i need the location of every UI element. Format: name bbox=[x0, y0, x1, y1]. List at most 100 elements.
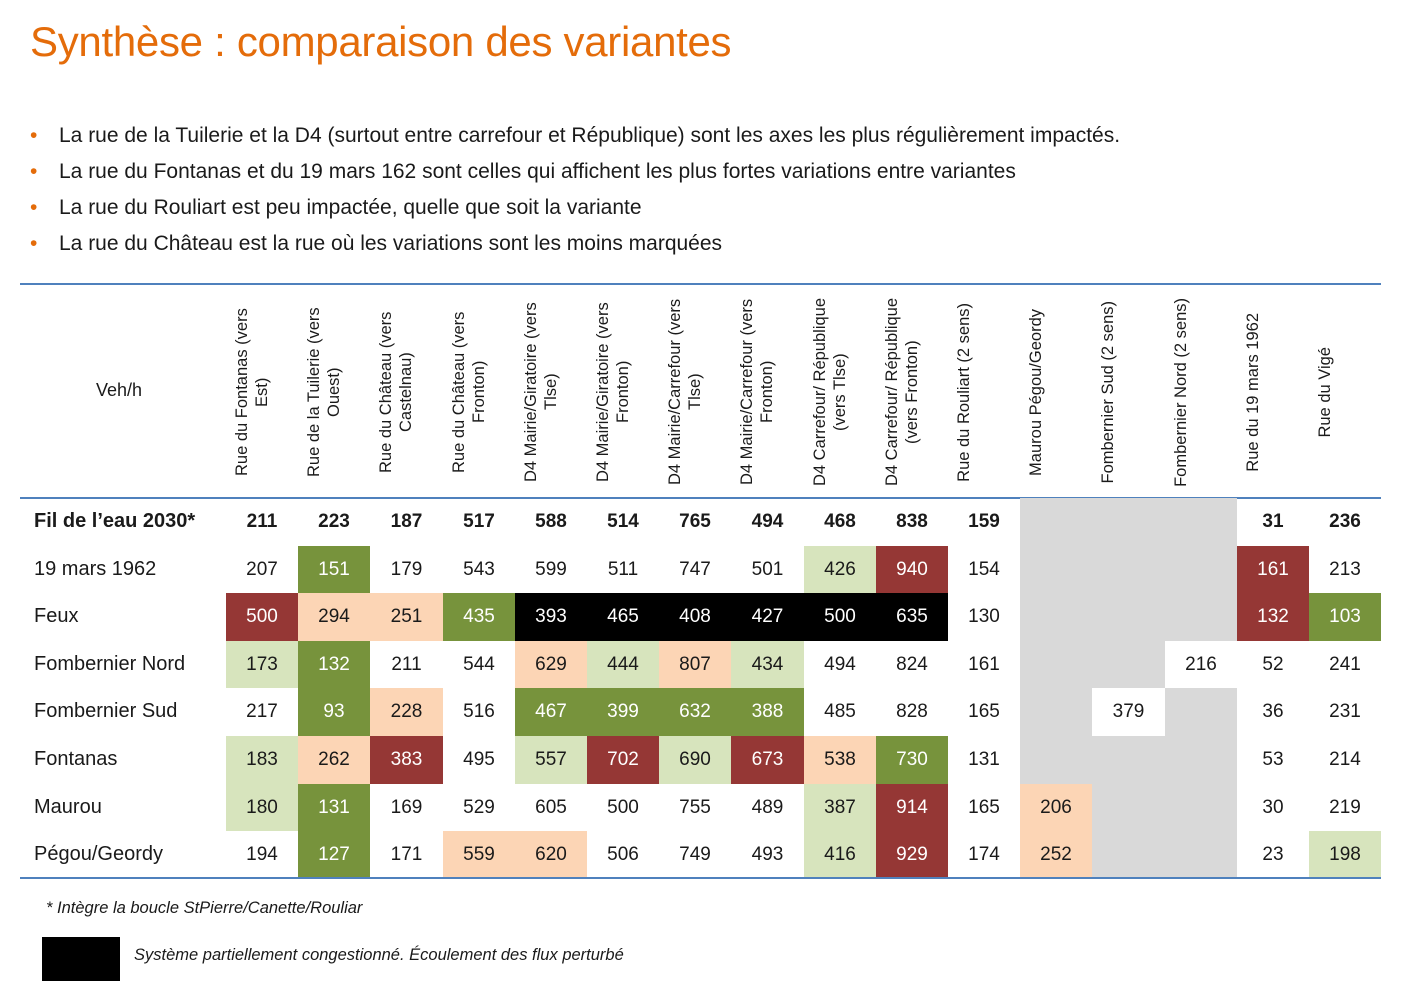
table-cell: 388 bbox=[731, 688, 804, 736]
table-cell: 749 bbox=[679, 844, 711, 865]
table-cell: 262 bbox=[298, 736, 370, 784]
column-header-label: Rue du Fontanas (vers Est) bbox=[233, 308, 271, 476]
bullet-item: La rue de la Tuilerie et la D4 (surtout … bbox=[30, 118, 1120, 154]
table-cell: 207 bbox=[246, 559, 278, 580]
table-cell: 485 bbox=[824, 701, 856, 722]
table-cell: 444 bbox=[587, 641, 659, 688]
table-cell: 635 bbox=[876, 593, 948, 641]
row-label: Maurou bbox=[34, 796, 102, 818]
table-cell: 632 bbox=[659, 688, 731, 736]
table-cell: 838 bbox=[896, 511, 928, 532]
table-cell: 495 bbox=[463, 749, 495, 770]
table-cell: 929 bbox=[876, 831, 948, 879]
table-cell: 223 bbox=[318, 511, 350, 532]
column-header-label: Rue du 19 mars 1962 bbox=[1244, 312, 1262, 472]
table-cell: 544 bbox=[463, 654, 495, 675]
column-header: D4 Mairie/Carrefour (vers Fronton) bbox=[731, 293, 803, 491]
table-cell: 399 bbox=[587, 688, 659, 736]
table-cell: 165 bbox=[968, 797, 1000, 818]
column-header: D4 Mairie/Giratoire (vers Tlse) bbox=[515, 293, 587, 491]
table-cell: 194 bbox=[246, 844, 278, 865]
table-cell: 493 bbox=[751, 844, 784, 865]
row-label: Fil de l’eau 2030* bbox=[34, 510, 196, 532]
table-cell: 427 bbox=[731, 593, 804, 641]
table-cell: 187 bbox=[390, 511, 423, 532]
table-bottom-rule bbox=[20, 877, 1381, 879]
table-cell: 171 bbox=[390, 844, 423, 865]
table-cell: 131 bbox=[968, 749, 1000, 770]
table-cell: 434 bbox=[731, 641, 804, 688]
table-cell: 467 bbox=[515, 688, 587, 736]
table-cell: 206 bbox=[1020, 784, 1092, 831]
table-cell: 216 bbox=[1165, 641, 1237, 688]
bullet-item: La rue du Fontanas et du 19 mars 162 son… bbox=[30, 154, 1120, 190]
table-cell: 557 bbox=[515, 736, 587, 784]
table-cell: 673 bbox=[731, 736, 804, 784]
table-cell: 53 bbox=[1262, 749, 1284, 770]
table-cell: 131 bbox=[298, 784, 370, 831]
table-cell: 620 bbox=[515, 831, 587, 879]
row-label: Fombernier Nord bbox=[34, 653, 186, 675]
column-header: D4 Carrefour/ République (vers Tlse) bbox=[804, 293, 876, 491]
column-header-label: Rue du Rouliart (2 sens) bbox=[955, 302, 973, 482]
column-header-label: D4 Mairie/Carrefour (vers Tlse) bbox=[666, 298, 704, 486]
column-header: Rue de la Tuilerie (vers Ouest) bbox=[298, 293, 370, 491]
table-cell: 383 bbox=[370, 736, 443, 784]
table-cell: 217 bbox=[246, 701, 278, 722]
column-header-label: D4 Mairie/Giratoire (vers Tlse) bbox=[522, 302, 560, 482]
column-header: Rue du Rouliart (2 sens) bbox=[948, 293, 1020, 491]
table-cell: 517 bbox=[463, 511, 495, 532]
table-cell: 500 bbox=[607, 797, 639, 818]
column-header: Rue du Château (vers Castelnau) bbox=[370, 293, 442, 491]
table-cell: 500 bbox=[226, 593, 298, 641]
table-cell: 393 bbox=[515, 593, 587, 641]
table-cell: 132 bbox=[298, 641, 370, 688]
column-header-label: D4 Carrefour/ République (vers Tlse) bbox=[811, 297, 849, 487]
table-cell: 130 bbox=[968, 606, 1000, 627]
table-cell: 211 bbox=[246, 511, 278, 532]
table-cell: 468 bbox=[824, 511, 856, 532]
column-header: Rue du Vigé bbox=[1309, 293, 1381, 491]
table-cell: 219 bbox=[1329, 797, 1361, 818]
table-cell: 559 bbox=[443, 831, 515, 879]
table-cell: 824 bbox=[896, 654, 928, 675]
table-cell: 165 bbox=[968, 701, 1000, 722]
table-cell: 807 bbox=[659, 641, 731, 688]
column-header: Maurou Pégou/Geordy bbox=[1020, 293, 1092, 491]
table-cell: 599 bbox=[535, 559, 567, 580]
table-cell: 435 bbox=[443, 593, 515, 641]
table-cell: 213 bbox=[1329, 559, 1361, 580]
table-cell: 159 bbox=[968, 511, 1000, 532]
row-label: Fontanas bbox=[34, 748, 118, 770]
column-header: D4 Carrefour/ République (vers Fronton) bbox=[876, 293, 948, 491]
page-title: Synthèse : comparaison des variantes bbox=[30, 18, 732, 65]
column-header-label: Rue du Vigé bbox=[1316, 346, 1334, 438]
bullet-list: La rue de la Tuilerie et la D4 (surtout … bbox=[30, 118, 1120, 262]
table-cell: 690 bbox=[659, 736, 731, 784]
table-cell: 914 bbox=[876, 784, 948, 831]
column-header: D4 Mairie/Carrefour (vers Tlse) bbox=[659, 293, 731, 491]
column-header: Rue du 19 mars 1962 bbox=[1237, 293, 1309, 491]
table-cell: 702 bbox=[587, 736, 659, 784]
table-cell: 494 bbox=[751, 511, 784, 532]
table-cell: 529 bbox=[463, 797, 495, 818]
table-cell: 755 bbox=[679, 797, 711, 818]
table-cell: 501 bbox=[751, 559, 784, 580]
column-header-label: D4 Mairie/Carrefour (vers Fronton) bbox=[738, 298, 776, 486]
table-cell: 151 bbox=[298, 546, 370, 593]
column-header-label: Fombernier Nord (2 sens) bbox=[1172, 297, 1190, 487]
column-header: Rue du Château (vers Fronton) bbox=[443, 293, 515, 491]
table-cell: 23 bbox=[1262, 844, 1284, 865]
table-cell: 214 bbox=[1329, 749, 1361, 770]
column-header: Fombernier Nord (2 sens) bbox=[1165, 293, 1237, 491]
table-cell: 516 bbox=[463, 701, 495, 722]
table-cell: 387 bbox=[804, 784, 876, 831]
column-header-label: D4 Mairie/Giratoire (vers Fronton) bbox=[594, 302, 632, 482]
table-cell: 408 bbox=[659, 593, 731, 641]
bullet-item: La rue du Château est la rue où les vari… bbox=[30, 226, 1120, 262]
table-cell: 489 bbox=[751, 797, 784, 818]
table-cell: 379 bbox=[1092, 688, 1165, 736]
table-cell: 465 bbox=[587, 593, 659, 641]
table-cell: 52 bbox=[1262, 654, 1284, 675]
table-cell: 30 bbox=[1262, 797, 1284, 818]
